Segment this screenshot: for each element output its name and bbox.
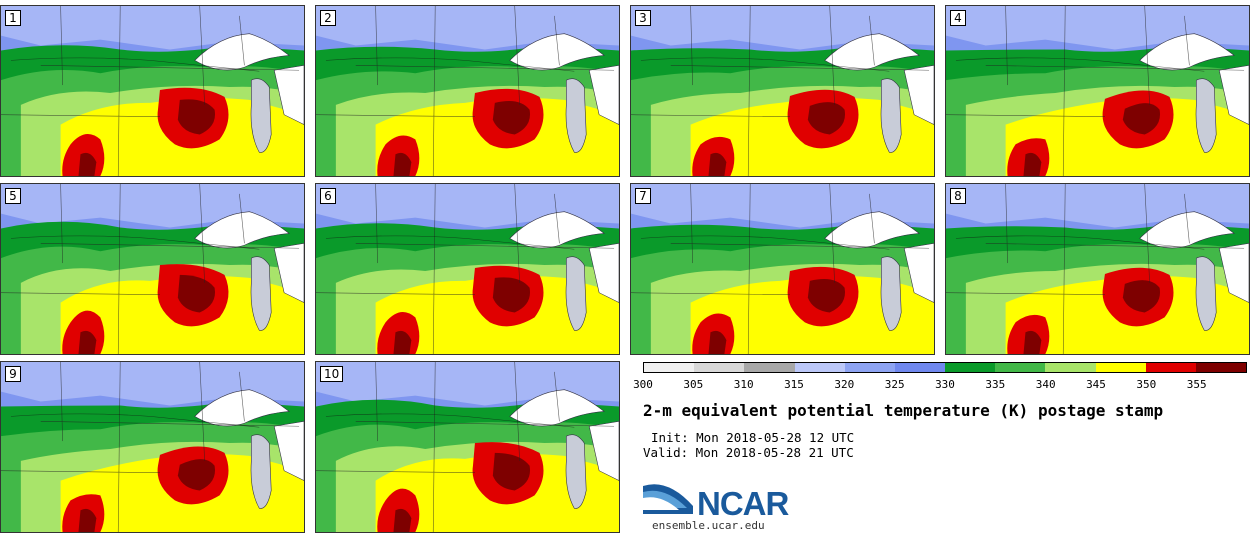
colorbar-bin (644, 363, 695, 372)
logo-url: ensemble.ucar.edu (652, 519, 765, 532)
colorbar-tick-label: 345 (1086, 378, 1106, 391)
panel-number-label: 7 (635, 188, 651, 204)
colorbar-bin (894, 363, 946, 372)
panel-number-label: 8 (950, 188, 966, 204)
ncar-logo-text: NCAR (697, 485, 789, 522)
colorbar-tick-label: 320 (834, 378, 855, 391)
map-panel: 9 (0, 361, 305, 533)
panel-number-label: 6 (320, 188, 336, 204)
map-panel: 6 (315, 183, 620, 355)
colorbar-tick-label: 305 (683, 378, 704, 391)
colorbar-bin (794, 363, 845, 372)
colorbar-tick-label: 315 (784, 378, 804, 391)
panel-number-label: 3 (635, 10, 651, 26)
colorbar-bin (1045, 363, 1096, 372)
colorbar-bin (744, 363, 795, 372)
colorbar-bin (995, 363, 1046, 372)
panel-number-label: 10 (320, 366, 344, 382)
map-panel: 8 (945, 183, 1250, 355)
map-panel: 2 (315, 5, 620, 177)
colorbar (643, 362, 1247, 373)
panel-number-label: 5 (5, 188, 21, 204)
colorbar-tick-label: 335 (985, 378, 1006, 391)
map-panel: 1 (0, 5, 305, 177)
map-panel: 3 (630, 5, 935, 177)
ncar-logo-icon (643, 484, 693, 514)
map-panel: 4 (945, 5, 1250, 177)
colorbar-tick-label: 330 (935, 378, 955, 391)
map-panel: 10 (315, 361, 620, 533)
map-panel: 5 (0, 183, 305, 355)
valid-time: Valid: Mon 2018-05-28 21 UTC (643, 445, 854, 460)
colorbar-tick-label: 350 (1136, 378, 1157, 391)
panel-number-label: 9 (5, 366, 21, 382)
colorbar-tick-label: 300 (633, 378, 653, 391)
colorbar-tick-label: 340 (1035, 378, 1056, 391)
colorbar-tick-label: 325 (884, 378, 905, 391)
panel-number-label: 4 (950, 10, 966, 26)
colorbar-bin (694, 363, 745, 372)
colorbar-tick-label: 310 (733, 378, 754, 391)
init-time: Init: Mon 2018-05-28 12 UTC (651, 430, 855, 445)
map-panel: 7 (630, 183, 935, 355)
colorbar-bin (1145, 363, 1196, 372)
figure-title: 2-m equivalent potential temperature (K)… (643, 401, 1164, 420)
colorbar-bin (1195, 363, 1247, 372)
colorbar-bin (945, 363, 996, 372)
colorbar-bin (844, 363, 895, 372)
panel-number-label: 1 (5, 10, 21, 26)
colorbar-ticks: 300 305 310 315 320 325 330 335 340 345 350 355 (630, 378, 1260, 392)
colorbar-bin (1095, 363, 1146, 372)
colorbar-tick-label: 355 (1186, 378, 1207, 391)
panel-number-label: 2 (320, 10, 336, 26)
